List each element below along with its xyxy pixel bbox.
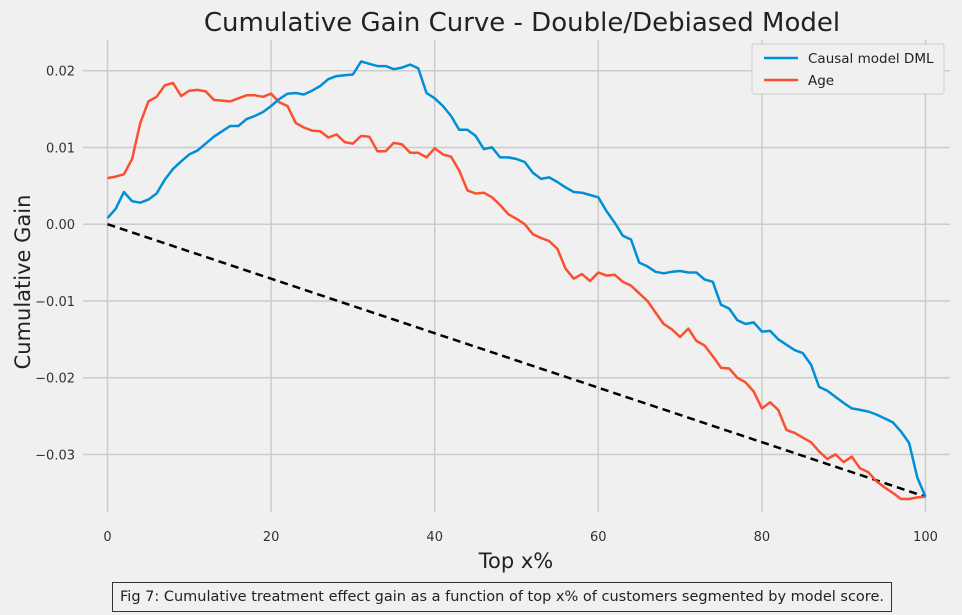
- y-tick-label: 0.01: [46, 141, 75, 156]
- y-tick-label: −0.03: [35, 448, 75, 463]
- series-lines: [106, 60, 927, 501]
- x-tick-label: 20: [263, 530, 280, 545]
- series-line-age: [107, 81, 926, 501]
- y-tick-label: −0.02: [35, 372, 75, 387]
- x-axis-label: Top x%: [478, 549, 554, 573]
- legend: Causal model DML Age: [751, 43, 945, 95]
- x-tick-label: 40: [426, 530, 443, 545]
- cumulative-gain-chart: 0 20 40 60 80 100−0.03−0.02−0.010.000.010.02 …: [11, 8, 950, 573]
- x-tick-label: 60: [590, 530, 607, 545]
- legend-label-age: Age: [808, 73, 834, 89]
- y-axis-label: Cumulative Gain: [11, 195, 35, 370]
- x-tick-label: 80: [754, 530, 771, 545]
- x-tick-label: 0: [103, 530, 111, 545]
- legend-label-dml: Causal model DML: [808, 51, 934, 67]
- legend-box: [751, 43, 945, 95]
- x-tick-label: 100: [913, 530, 938, 545]
- series-line-dml: [106, 60, 927, 498]
- tick-labels: 0 20 40 60 80 100 −0.03 −0.02 −0.01 0.00 0.01 0.02: [35, 65, 938, 545]
- grid-lines: [83, 40, 950, 512]
- y-tick-label: 0.02: [46, 65, 75, 80]
- y-tick-label: −0.01: [35, 295, 75, 310]
- chart-title: Cumulative Gain Curve - Double/Debiased …: [204, 8, 840, 38]
- baseline-dashed-line: [107, 223, 926, 498]
- y-tick-label: 0.00: [46, 218, 75, 233]
- figure-caption: Fig 7: Cumulative treatment effect gain …: [112, 582, 892, 612]
